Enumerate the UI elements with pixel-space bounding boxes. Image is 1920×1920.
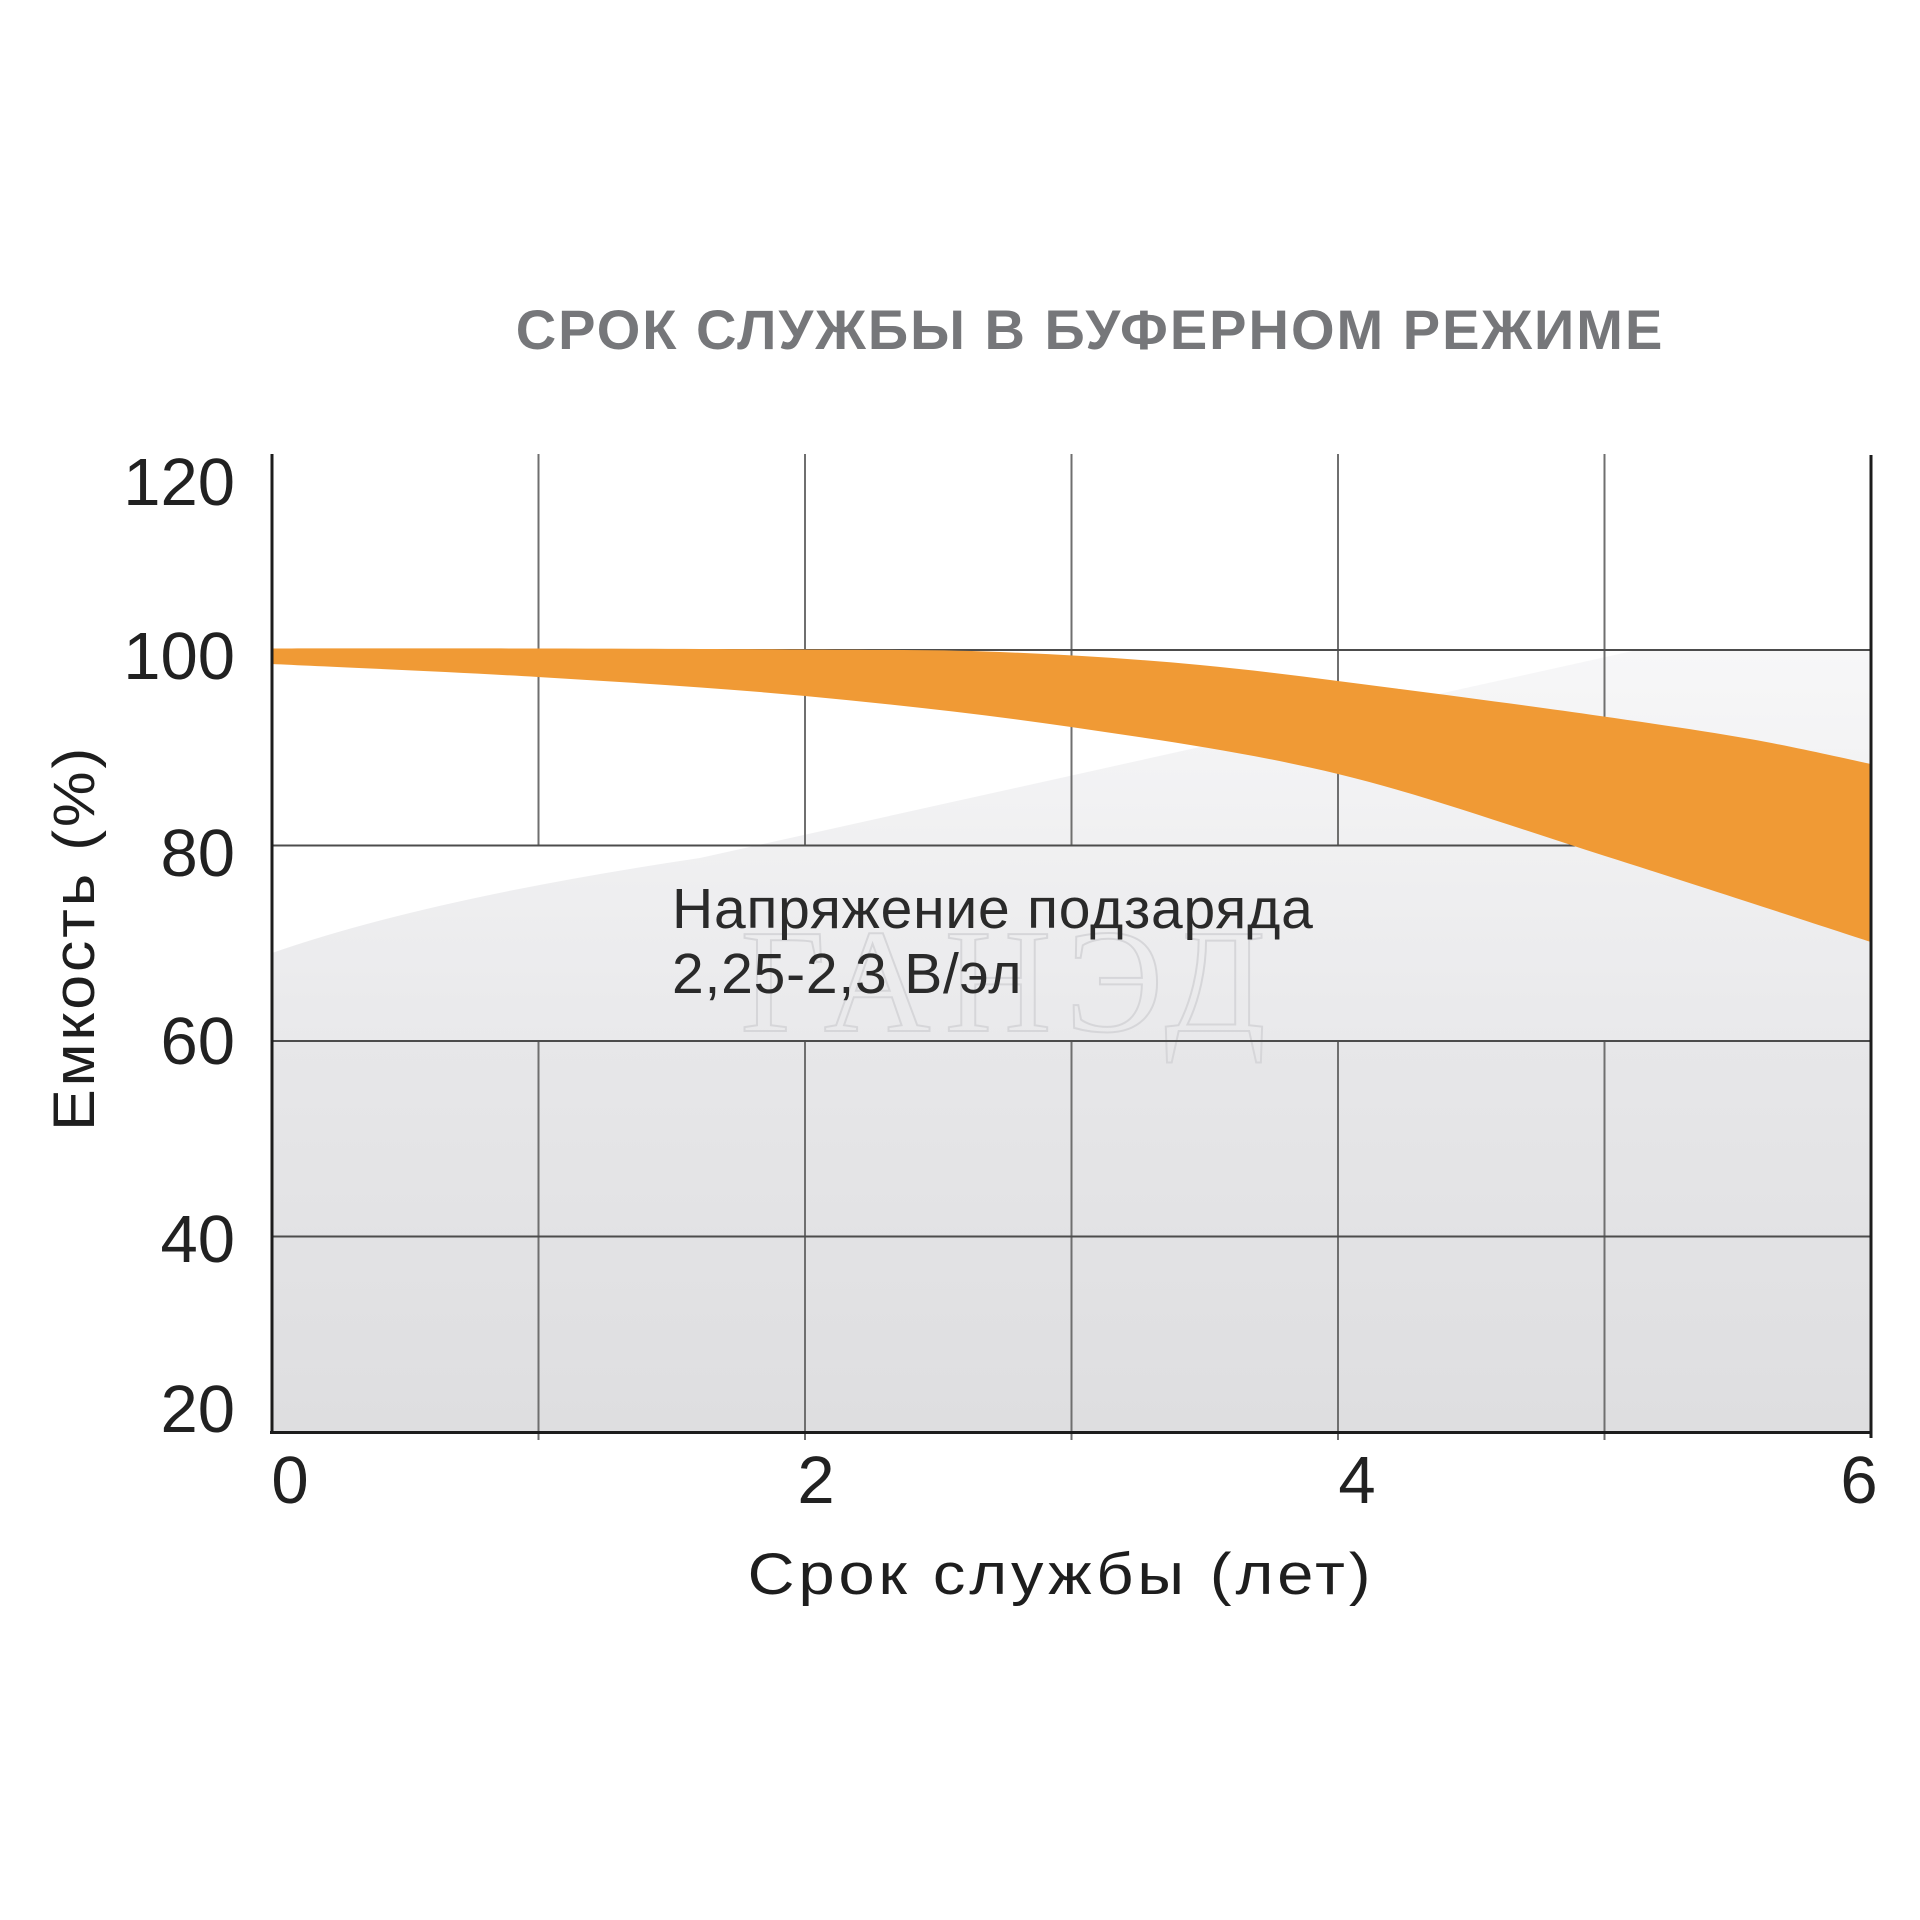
svg-text:40: 40 [160, 1202, 235, 1277]
svg-text:100: 100 [123, 619, 235, 694]
svg-text:80: 80 [160, 816, 235, 891]
svg-text:20: 20 [160, 1372, 235, 1447]
svg-text:Емкость (%): Емкость (%) [41, 745, 106, 1131]
svg-text:Напряжение подзаряда: Напряжение подзаряда [672, 877, 1314, 941]
svg-text:4: 4 [1338, 1443, 1375, 1518]
svg-text:0: 0 [271, 1443, 308, 1518]
svg-text:120: 120 [123, 445, 235, 520]
svg-text:Срок службы (лет): Срок службы (лет) [748, 1542, 1375, 1607]
svg-text:6: 6 [1840, 1443, 1877, 1518]
svg-text:СРОК СЛУЖБЫ В БУФЕРНОМ РЕЖИМЕ: СРОК СЛУЖБЫ В БУФЕРНОМ РЕЖИМЕ [516, 298, 1665, 361]
svg-text:2: 2 [797, 1443, 834, 1518]
svg-text:60: 60 [160, 1004, 235, 1079]
svg-text:ГАНЭД: ГАНЭД [740, 900, 1279, 1064]
svg-text:2,25-2,3 В/эл: 2,25-2,3 В/эл [672, 942, 1022, 1006]
